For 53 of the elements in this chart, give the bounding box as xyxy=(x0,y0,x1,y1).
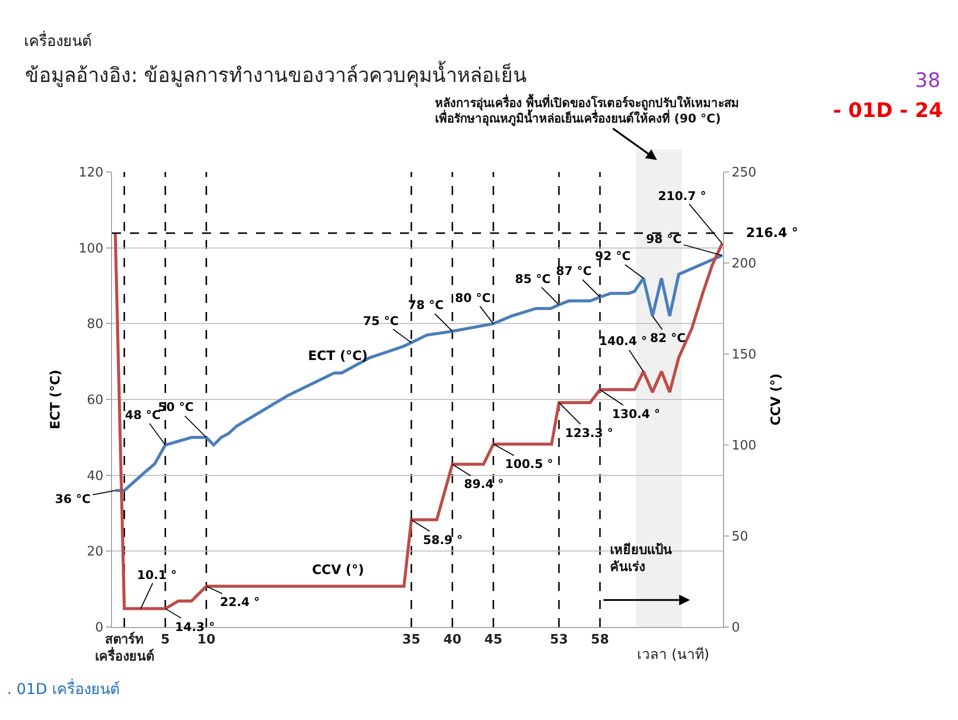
chart-title: ข้อมูลอ้างอิง: ข้อมูลการทำงานของวาล์วควบคุมน้ำหล่อเย็น xyxy=(25,61,528,88)
y-axis-title: ECT (°C) xyxy=(48,370,64,430)
annotation: 10.1 ° xyxy=(137,568,177,582)
y2-tick-label: 0 xyxy=(732,620,740,636)
text: หลังการอุ่นเครื่อง พื้นที่เปิดของโรเตอร์จะถูกปรับให้เหมาะสม เพื่อรักษาอุณหภูมิน้ำหล่อเย็นเครื่องยนต์ให้คงที่ (90 °C) xyxy=(435,93,740,127)
y-tick-label: 80 xyxy=(86,317,104,332)
annotation: 58.9 ° xyxy=(423,533,463,547)
annotation: 130.4 ° xyxy=(612,407,660,421)
y2-tick-label: 150 xyxy=(732,348,756,363)
y-tick-label: 60 xyxy=(86,393,104,408)
annotation: 210.7 ° xyxy=(658,189,706,203)
annotation: 75 °C xyxy=(363,314,399,328)
ref-line-label: 216.4 ° xyxy=(746,226,798,241)
y-tick-label: 100 xyxy=(78,241,104,256)
series-label: ECT (°C) xyxy=(308,349,368,364)
annotation: 98 °C xyxy=(646,232,682,246)
y2-tick-label: 50 xyxy=(732,530,748,545)
y-tick-label: 120 xyxy=(78,166,104,181)
annotation: 80 °C xyxy=(455,291,491,305)
annotation: 48 °C xyxy=(125,408,161,422)
y2-tick-label: 200 xyxy=(732,256,756,272)
y2-tick-label: 100 xyxy=(732,438,756,454)
text: . 01D เครื่องยนต์ xyxy=(7,678,120,698)
annotation: 87 °C xyxy=(556,264,592,278)
x-tick-label: 53 xyxy=(550,632,568,648)
annotation: 82 °C xyxy=(650,331,686,345)
annotation: 92 °C xyxy=(595,249,631,263)
y-tick-label: 20 xyxy=(86,544,104,560)
y-tick-label: 40 xyxy=(86,468,104,484)
x-tick-label: 58 xyxy=(590,632,610,648)
annotation: 78 °C xyxy=(408,298,444,312)
annotation: เหยียบแป้น คันเร่ง xyxy=(610,542,672,575)
y2-tick-label: 250 xyxy=(732,166,756,181)
line-series xyxy=(114,232,723,610)
series-label: CCV (°) xyxy=(312,563,364,578)
text: - 01D - 24 xyxy=(833,98,943,122)
text: เครื่องยนต์ xyxy=(24,30,92,50)
annotation: 22.4 ° xyxy=(220,595,260,609)
x-tick-label: 35 xyxy=(402,632,420,648)
x-axis-title: เวลา (นาที) xyxy=(637,647,710,663)
annotation: 100.5 ° xyxy=(505,457,554,471)
x-tick-label: 5 xyxy=(160,632,170,648)
x-tick-label: 10 xyxy=(197,632,216,648)
text: 38 xyxy=(915,68,940,92)
annotation: 36 °C xyxy=(55,492,91,506)
x-tick-label: 40 xyxy=(443,632,462,648)
annotation: 85 °C xyxy=(515,272,551,286)
annotation: 89.4 ° xyxy=(464,477,504,491)
annotation: 123.3 ° xyxy=(565,426,614,440)
annotation: 14.3 ° xyxy=(175,620,215,634)
y2-axis-title: CCV (°) xyxy=(769,373,784,426)
x-tick-label: 45 xyxy=(484,632,502,648)
annotation: 140.4 ° xyxy=(599,334,648,348)
